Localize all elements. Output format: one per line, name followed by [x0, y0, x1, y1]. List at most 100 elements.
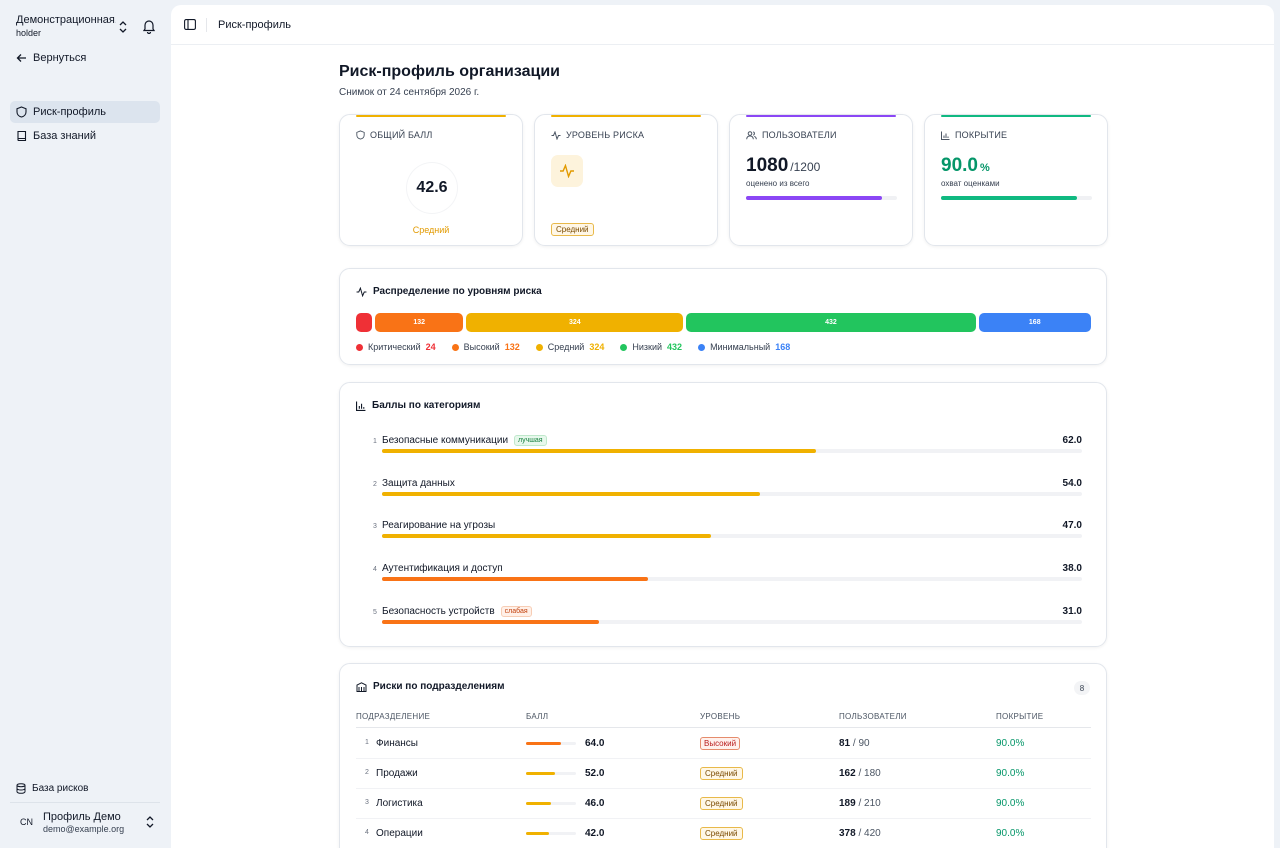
department-score: 46.0	[585, 798, 605, 809]
main-panel: Риск-профиль Риск-профиль организации Сн…	[171, 5, 1274, 848]
column-header-level[interactable]: УРОВЕНЬ	[700, 712, 741, 721]
legend-count: 432	[667, 342, 683, 352]
legend-count: 168	[775, 342, 791, 352]
chevron-up-down-icon[interactable]	[145, 815, 155, 829]
coverage-progress	[941, 196, 1092, 200]
category-row: 4 Аутентификация и доступ 38.0	[373, 563, 1082, 598]
distribution-segment[interactable]: 324	[466, 313, 684, 332]
status-badge: Средний	[700, 767, 743, 780]
legend-label: Средний	[547, 342, 585, 352]
table-row[interactable]: 3 Логистика 46.0 Средний 189 / 210 90.0%	[356, 789, 1091, 819]
column-header-department[interactable]: ПОДРАЗДЕЛЕНИЕ	[356, 712, 431, 721]
sidebar: Демонстрационная... holder Вернуться Рис…	[0, 0, 170, 848]
org-name: Демонстрационная...	[16, 14, 116, 26]
activity-icon	[551, 130, 561, 140]
card-label: ПОЛЬЗОВАТЕЛИ	[762, 130, 837, 140]
category-score: 62.0	[1062, 435, 1082, 446]
category-bar-track	[382, 534, 1082, 539]
table-row[interactable]: 1 Финансы 64.0 Высокий 81 / 90 90.0%	[356, 729, 1091, 759]
column-header-score[interactable]: БАЛЛ	[526, 712, 549, 721]
department-name: Логистика	[376, 798, 423, 809]
column-header-users[interactable]: ПОЛЬЗОВАТЕЛИ	[839, 712, 907, 721]
shield-icon	[16, 106, 27, 118]
table-row[interactable]: 4 Операции 42.0 Средний 378 / 420 90.0%	[356, 819, 1091, 848]
content: Риск-профиль организации Снимок от 24 се…	[339, 63, 1108, 848]
legend-item: Средний 324	[535, 342, 604, 352]
category-row: 1 Безопасные коммуникации лучшая 62.0	[373, 435, 1082, 470]
row-index: 3	[365, 799, 369, 806]
category-index: 2	[373, 480, 377, 488]
category-index: 4	[373, 566, 377, 574]
department-coverage: 90.0%	[996, 798, 1025, 809]
legend-item: Низкий 432	[620, 342, 682, 352]
page-title: Риск-профиль организации	[339, 63, 560, 80]
score-bar	[526, 772, 576, 775]
category-tag: лучшая	[514, 435, 547, 446]
score-bar	[526, 802, 576, 805]
score-bar-fill	[526, 772, 555, 775]
column-header-coverage[interactable]: ПОКРЫТИЕ	[996, 712, 1044, 721]
segment-label: 132	[413, 319, 426, 326]
coverage-caption: охват оценками	[941, 179, 1000, 188]
risk-database-label: База рисков	[32, 783, 89, 794]
category-scores-panel: Баллы по категориям 1 Безопасные коммуник…	[339, 382, 1107, 647]
score-bar-fill	[526, 742, 562, 745]
department-name: Продажи	[376, 768, 418, 779]
sidebar-item-risk-profile[interactable]: Риск-профиль	[10, 101, 160, 123]
category-name: Безопасность устройств	[382, 605, 495, 617]
users-icon	[746, 130, 757, 140]
department-score: 52.0	[585, 768, 605, 779]
risk-level-card: УРОВЕНЬ РИСКА Средний	[534, 114, 718, 246]
row-index: 2	[365, 769, 369, 776]
department-coverage: 90.0%	[996, 828, 1025, 839]
legend-dot	[698, 343, 706, 351]
card-label: УРОВЕНЬ РИСКА	[566, 130, 645, 140]
department-coverage: 90.0%	[996, 738, 1025, 749]
page-subtitle: Снимок от 24 сентября 2026 г.	[339, 87, 480, 98]
distribution-segment[interactable]: 132	[375, 313, 464, 332]
users-total: / 180	[855, 768, 881, 779]
row-index: 4	[365, 829, 369, 836]
bell-icon[interactable]	[142, 18, 156, 34]
sidebar-item-knowledge-base[interactable]: База знаний	[10, 125, 160, 147]
sidebar-toggle-icon[interactable]	[184, 19, 196, 30]
score-bar-fill	[526, 802, 552, 805]
legend-count: 24	[425, 342, 436, 352]
users-assessed: 378	[839, 828, 856, 839]
table-row[interactable]: 2 Продажи 52.0 Средний 162 / 180 90.0%	[356, 759, 1091, 789]
status-badge: Средний	[700, 797, 743, 810]
book-icon	[16, 130, 27, 142]
distribution-segment[interactable]: 168	[978, 313, 1091, 332]
department-name: Финансы	[376, 738, 418, 749]
org-role: holder	[16, 28, 42, 38]
card-accent	[356, 115, 506, 117]
panel-title: Распределение по уровням риска	[373, 286, 542, 297]
legend-item: Критический 24	[356, 342, 436, 352]
category-bar	[382, 449, 816, 453]
legend-label: Минимальный	[710, 342, 771, 352]
building-icon	[356, 681, 367, 692]
users-assessed: 1080	[746, 155, 789, 176]
users-assessed: 81	[839, 738, 851, 749]
legend-dot	[535, 343, 543, 351]
category-index: 3	[373, 523, 377, 531]
distribution-segment[interactable]	[356, 313, 373, 332]
users-assessed: 162	[839, 768, 856, 779]
status-badge: Средний	[551, 223, 594, 236]
chevron-up-down-icon[interactable]	[118, 20, 128, 34]
legend-label: Низкий	[632, 342, 663, 352]
risk-database-link[interactable]: База рисков	[16, 783, 88, 794]
bar-chart-icon	[941, 131, 950, 140]
profile-menu[interactable]: CN Профиль Демо demo@example.org	[10, 802, 160, 840]
back-link[interactable]: Вернуться	[16, 52, 86, 64]
card-accent	[941, 115, 1091, 117]
distribution-segment[interactable]: 432	[686, 313, 976, 332]
card-accent	[746, 115, 896, 117]
category-score: 47.0	[1062, 520, 1082, 532]
risk-distribution-panel: Распределение по уровням риска 132 324 432…	[339, 268, 1107, 365]
org-switcher[interactable]: Демонстрационная... holder	[16, 14, 116, 38]
legend-item: Высокий 132	[451, 342, 520, 352]
department-risks-panel: Риски по подразделениям 8 ПОДРАЗДЕЛЕНИЕ …	[339, 663, 1107, 848]
legend-label: Критический	[368, 342, 421, 352]
card-label: ОБЩИЙ БАЛЛ	[370, 130, 433, 140]
